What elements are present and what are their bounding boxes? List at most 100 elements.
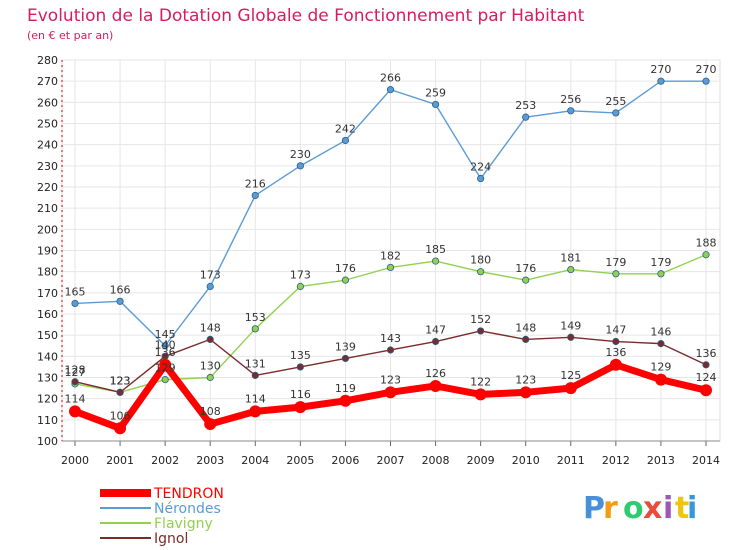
data-point	[522, 113, 530, 121]
data-point	[71, 299, 79, 308]
data-point	[522, 335, 530, 343]
y-tick-label: 160	[37, 308, 58, 321]
x-tick-label: 2001	[106, 454, 134, 467]
data-point	[71, 378, 79, 386]
x-tick-label: 2014	[692, 454, 720, 467]
data-label: 148	[515, 321, 536, 334]
data-label: 147	[605, 324, 626, 337]
data-point	[700, 384, 712, 397]
data-label: 126	[425, 367, 446, 380]
x-tick-label: 2002	[151, 454, 179, 467]
data-point	[567, 265, 575, 274]
y-tick-label: 130	[37, 372, 58, 385]
data-point	[386, 263, 395, 272]
logo-letter: x	[643, 491, 662, 526]
data-label: 123	[110, 374, 131, 387]
data-point	[431, 337, 440, 346]
data-point	[116, 388, 124, 396]
data-point	[612, 270, 620, 278]
data-point	[341, 354, 350, 363]
data-point	[249, 405, 262, 418]
legend-label: Nérondes	[154, 501, 221, 517]
chart-subtitle: (en € et par an)	[27, 29, 113, 42]
data-label: 166	[110, 283, 131, 296]
data-label: 108	[200, 405, 221, 418]
x-tick-label: 2000	[61, 454, 89, 467]
data-point	[251, 325, 259, 333]
data-label: 182	[380, 249, 401, 262]
data-point	[251, 191, 259, 200]
data-labels: 165 166 145 173 216 230 242 266 259 224 253 256 255 2…	[65, 63, 717, 422]
data-point	[69, 405, 81, 418]
data-point	[341, 136, 350, 145]
x-tick-label: 2004	[241, 454, 269, 467]
axes: 100 110 120 130 140 150 160 170 180 190 200 210 220 2…	[37, 54, 720, 467]
y-tick-label: 110	[37, 414, 58, 427]
data-point	[431, 100, 440, 109]
data-label: 216	[245, 177, 266, 190]
y-tick-label: 200	[37, 223, 58, 236]
data-point	[522, 276, 530, 284]
logo-letter: o	[623, 491, 644, 526]
data-point	[612, 109, 620, 117]
data-label: 116	[290, 388, 311, 401]
data-point	[657, 77, 665, 85]
logo-letter: P	[583, 491, 605, 526]
y-tick-label: 230	[37, 160, 58, 173]
y-tick-label: 150	[37, 329, 58, 342]
data-point	[657, 270, 665, 278]
data-label: 125	[560, 369, 581, 382]
data-point	[296, 162, 304, 170]
data-label: 127	[65, 366, 86, 379]
data-point	[477, 174, 485, 183]
data-label: 143	[380, 332, 401, 345]
data-label: 230	[290, 148, 311, 161]
data-point	[567, 333, 575, 341]
data-label: 224	[470, 161, 491, 174]
y-tick-label: 260	[37, 96, 58, 109]
data-label: 149	[560, 319, 581, 332]
x-tick-label: 2007	[377, 454, 405, 467]
data-label: 242	[335, 122, 356, 135]
data-label: 180	[470, 254, 491, 267]
data-point	[429, 379, 442, 392]
y-tick-label: 100	[37, 435, 58, 448]
data-point	[654, 373, 667, 386]
data-label: 147	[425, 324, 446, 337]
x-tick-label: 2010	[512, 454, 540, 467]
data-point	[251, 371, 259, 379]
data-point	[609, 358, 622, 371]
data-label: 135	[290, 349, 311, 362]
data-point	[116, 297, 124, 305]
data-label: 119	[335, 382, 356, 395]
data-label: 256	[560, 93, 581, 106]
y-tick-label: 270	[37, 75, 58, 88]
data-label: 140	[155, 338, 176, 351]
data-label: 173	[200, 268, 221, 281]
data-point	[567, 107, 575, 115]
data-point	[296, 363, 304, 371]
data-label: 179	[650, 256, 671, 269]
data-label: 176	[335, 262, 356, 275]
y-tick-label: 140	[37, 350, 58, 363]
data-label: 123	[380, 373, 401, 386]
legend-label: TENDRON	[153, 486, 224, 502]
data-point	[206, 373, 214, 382]
data-label: 136	[696, 347, 717, 360]
y-tick-label: 240	[37, 139, 58, 152]
data-label: 259	[425, 86, 446, 99]
y-tick-label: 180	[37, 266, 58, 279]
data-label: 181	[560, 252, 581, 265]
data-label: 188	[696, 237, 717, 250]
data-point	[294, 401, 307, 414]
data-label: 153	[245, 311, 266, 324]
data-label: 129	[155, 362, 176, 375]
data-label: 106	[110, 409, 131, 422]
data-point	[477, 268, 485, 276]
logo-letter: i	[663, 491, 673, 526]
data-point	[114, 422, 127, 435]
data-label: 270	[696, 63, 717, 76]
